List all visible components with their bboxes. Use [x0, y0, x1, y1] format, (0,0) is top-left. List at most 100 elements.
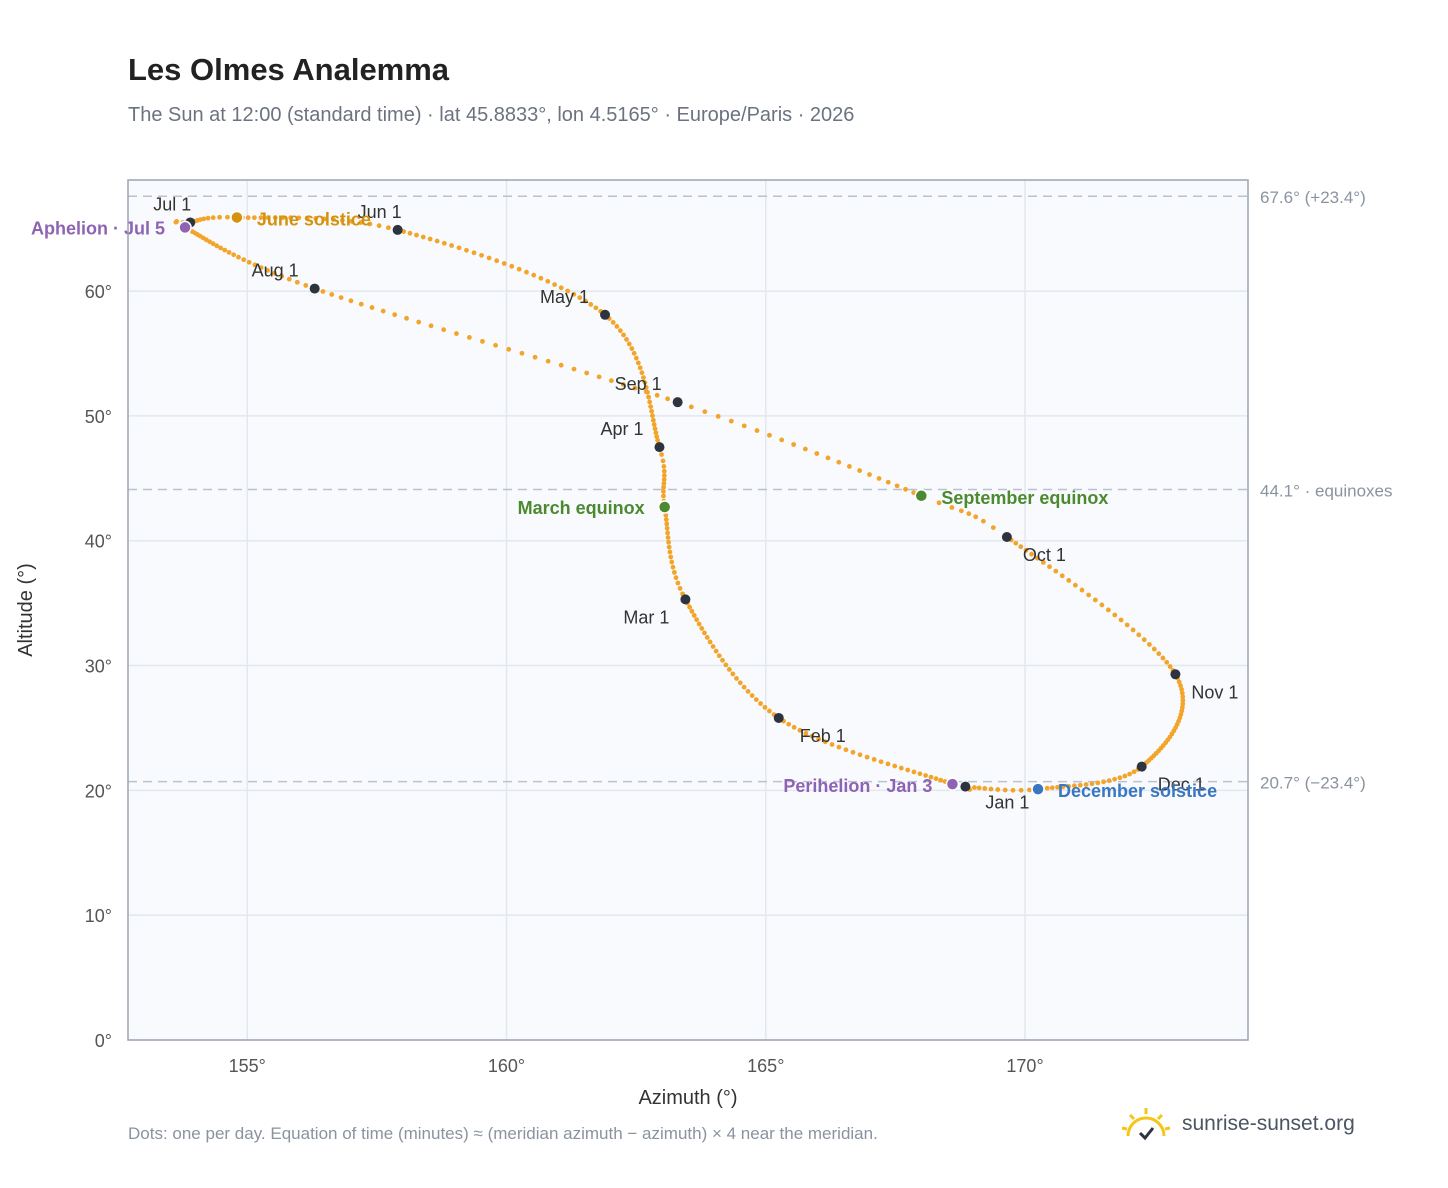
- day-dot: [571, 366, 577, 372]
- day-dot: [857, 468, 863, 473]
- reference-line-label: 44.1° · equinoxes: [1260, 482, 1393, 501]
- day-dot: [506, 346, 512, 352]
- day-dot: [666, 544, 672, 550]
- day-dot: [982, 786, 988, 791]
- month-label: Jul 1: [153, 194, 191, 214]
- day-dot: [668, 554, 674, 560]
- day-dot: [829, 742, 835, 747]
- day-dot: [1040, 559, 1046, 565]
- day-dot: [538, 275, 544, 281]
- event-marker: [1031, 782, 1045, 796]
- day-dot: [669, 559, 675, 565]
- month-marker: [672, 397, 683, 408]
- day-dot: [479, 252, 484, 258]
- day-dot: [892, 763, 898, 769]
- event-markers: Aphelion · Jul 5 June solstice March equin…: [31, 209, 1217, 801]
- y-tick-label: 30°: [85, 657, 112, 677]
- day-dot: [1141, 637, 1147, 643]
- day-dot: [741, 423, 747, 429]
- day-dot: [303, 282, 309, 288]
- day-dot: [245, 215, 251, 221]
- day-dot: [1018, 544, 1024, 550]
- day-dot: [348, 298, 354, 304]
- day-dot: [1092, 597, 1098, 603]
- day-dot: [358, 301, 364, 307]
- day-dot: [1118, 617, 1124, 623]
- day-dot: [367, 221, 373, 227]
- day-dot: [654, 392, 660, 398]
- month-label: Apr 1: [600, 419, 643, 439]
- y-tick-label: 50°: [85, 407, 112, 427]
- day-dot: [392, 312, 398, 318]
- day-dot: [258, 265, 264, 271]
- day-dot: [296, 215, 302, 221]
- day-dot: [713, 648, 719, 654]
- day-dot: [1101, 779, 1106, 785]
- day-dot: [894, 483, 900, 489]
- day-dot: [659, 452, 664, 457]
- day-dot: [898, 765, 904, 771]
- day-dot: [723, 662, 729, 668]
- day-dot: [252, 262, 258, 268]
- day-dot: [643, 389, 649, 395]
- grid-lines: [128, 180, 1248, 1041]
- day-dot: [1044, 785, 1050, 791]
- day-dot: [704, 635, 710, 640]
- day-dot: [1151, 646, 1157, 652]
- day-dot: [664, 521, 670, 527]
- day-dot: [626, 341, 632, 347]
- day-dot: [767, 432, 772, 438]
- month-marker: [1170, 669, 1181, 680]
- day-dot: [279, 273, 285, 279]
- day-dot: [702, 630, 707, 636]
- day-dot: [1136, 632, 1142, 638]
- day-dot: [726, 667, 732, 672]
- day-dot: [635, 360, 641, 366]
- day-dot: [313, 216, 319, 221]
- day-dot: [493, 342, 498, 348]
- day-dot: [320, 289, 326, 294]
- day-dot: [661, 481, 667, 486]
- event-marker: [178, 220, 192, 235]
- day-dot: [661, 477, 667, 482]
- event-label: June solstice: [257, 209, 371, 229]
- day-dot: [210, 241, 216, 247]
- day-dot: [467, 335, 472, 340]
- day-dot: [369, 305, 375, 310]
- day-dot: [649, 408, 654, 414]
- day-dot: [1010, 787, 1016, 793]
- day-dot: [995, 787, 1001, 792]
- day-dot: [767, 708, 772, 714]
- day-dot: [294, 279, 300, 285]
- day-dot: [1066, 783, 1072, 789]
- day-dot: [1079, 587, 1085, 593]
- day-dot: [809, 733, 815, 739]
- brand[interactable]: sunrise-sunset.org: [1120, 1104, 1355, 1144]
- day-dot: [850, 749, 856, 755]
- day-dot: [671, 569, 677, 575]
- day-dot: [217, 214, 222, 220]
- day-dot: [803, 730, 809, 736]
- day-dot: [1160, 655, 1166, 661]
- day-dot: [380, 308, 386, 314]
- day-dot: [531, 272, 537, 278]
- month-marker: [309, 283, 320, 294]
- event-marker: [230, 210, 244, 225]
- day-dot: [1147, 642, 1152, 647]
- day-dot: [407, 230, 413, 236]
- day-dot: [1059, 573, 1065, 579]
- day-dot: [786, 721, 792, 727]
- sun-logo-icon: [1121, 1108, 1171, 1141]
- day-dot: [349, 218, 354, 224]
- day-dot: [642, 380, 648, 385]
- day-dot: [816, 736, 822, 742]
- day-dot: [1178, 683, 1183, 689]
- day-dot: [231, 252, 237, 258]
- day-dot: [441, 240, 447, 246]
- day-dot: [494, 258, 500, 264]
- day-dot: [710, 644, 716, 649]
- day-dot: [651, 422, 657, 427]
- month-label: Dec 1: [1158, 775, 1205, 795]
- month-marker: [773, 712, 784, 723]
- day-dot: [1112, 776, 1117, 782]
